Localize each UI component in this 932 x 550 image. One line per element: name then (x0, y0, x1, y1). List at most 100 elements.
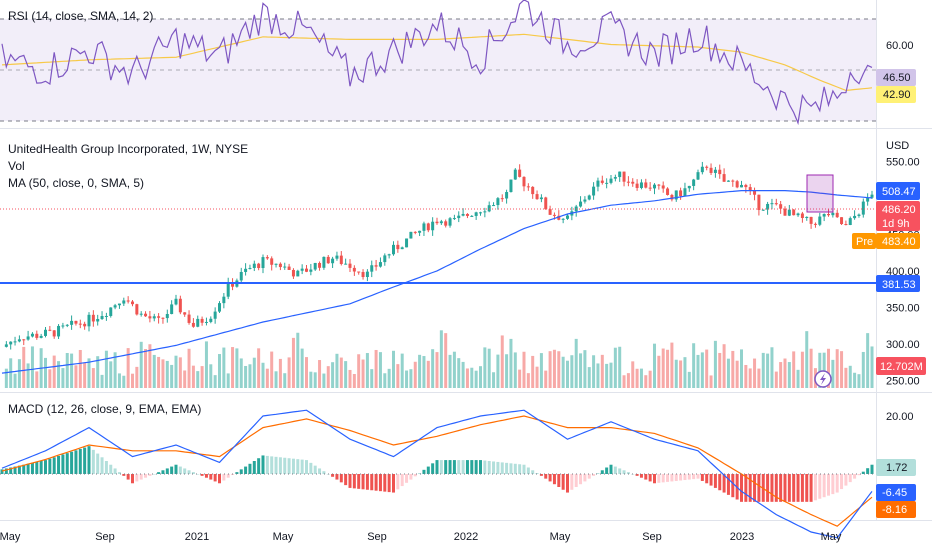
macd-hist-bar (13, 466, 17, 474)
macd-hist-bar (248, 463, 252, 474)
candle (539, 194, 543, 203)
volume-bar (261, 362, 265, 388)
macd-hist-bar (218, 474, 221, 484)
volume-bar (835, 349, 839, 388)
candle (187, 310, 191, 325)
macd-hist-bar (413, 474, 417, 477)
macd-hist-bar (426, 466, 430, 474)
macd-hist-bar (374, 474, 378, 491)
macd-hist-bar (183, 468, 187, 474)
rsi-line (1, 0, 873, 126)
macd-hist-bar (131, 474, 134, 484)
volume-bar (196, 371, 200, 388)
volume-bar (465, 368, 469, 388)
macd-hist-bar (470, 460, 474, 474)
candle (30, 332, 34, 338)
volume-bar (496, 354, 500, 388)
volume-bar (352, 373, 356, 388)
volume-bar (113, 352, 117, 388)
candle (313, 262, 317, 271)
candle (370, 260, 374, 278)
volume-bar (574, 338, 578, 388)
macd-hist-bar (483, 460, 487, 474)
macd-hist-bar (696, 474, 700, 479)
macd-hist-bar (492, 461, 496, 474)
candle (435, 217, 439, 225)
macd-hist-bar (539, 474, 543, 476)
volume-bar (670, 342, 674, 388)
macd-hist-bar (26, 463, 30, 474)
time-tick: Sep (367, 531, 387, 543)
volume-bar (109, 361, 113, 388)
volume-bar (35, 371, 39, 388)
candle (531, 186, 535, 199)
candle (548, 205, 552, 215)
macd-hist-bar (561, 474, 565, 490)
macd-hist-bar (861, 471, 865, 474)
volume-bar (270, 351, 274, 388)
highlight-rectangle[interactable] (806, 174, 834, 213)
volume-bar (392, 350, 395, 388)
volume-bar (252, 357, 256, 388)
macd-hist-bar (383, 474, 387, 492)
candle (526, 183, 530, 191)
macd-hist-bar (52, 457, 56, 474)
macd-hist-bar (822, 474, 826, 498)
volume-bar (409, 369, 413, 388)
macd-hist-bar (587, 474, 591, 479)
candle (365, 269, 369, 282)
volume-bar (613, 347, 617, 388)
macd-hist-bar (505, 462, 509, 474)
macd-hist-bar (596, 473, 600, 474)
macd-hist-bar (857, 474, 861, 476)
volume-bar (635, 368, 639, 388)
candle (479, 211, 482, 216)
macd-hist-bar (622, 470, 626, 474)
svg-text:1.72: 1.72 (886, 462, 907, 474)
macd-hist-bar (104, 461, 108, 474)
volume-bar (374, 349, 378, 388)
macd-hist-bar (213, 474, 217, 482)
candle (605, 178, 609, 189)
volume-bar (853, 372, 857, 388)
volume-bar (687, 371, 691, 388)
candle (383, 253, 387, 266)
candle (474, 211, 478, 220)
candle (144, 311, 148, 317)
candle (483, 207, 487, 218)
candle (83, 321, 87, 330)
volume-bar (157, 356, 161, 388)
candle (335, 251, 339, 261)
volume-bar (818, 352, 822, 388)
macd-hist-bar (287, 458, 291, 474)
volume-bar (661, 348, 665, 388)
candle (505, 189, 509, 204)
volume-bar (809, 348, 813, 388)
macd-hist-bar (626, 472, 630, 474)
macd-hist-bar (135, 474, 139, 482)
candle (579, 196, 583, 208)
volume-bar (587, 367, 591, 388)
candle (744, 183, 748, 193)
hline-price-tag: 381.53 (876, 275, 920, 292)
macd-hist-bar (187, 470, 191, 474)
volume-bar (70, 353, 74, 388)
volume-bar (592, 355, 596, 388)
volume-bar (866, 333, 870, 388)
candle (4, 341, 8, 348)
volume-bar (431, 349, 435, 388)
volume-bar (291, 337, 295, 388)
volume-bar (579, 353, 583, 388)
lightning-icon[interactable] (814, 370, 832, 388)
svg-text:381.53: 381.53 (882, 279, 916, 291)
candle (753, 187, 757, 201)
chart-title: UnitedHealth Group Incorporated, 1W, NYS… (8, 142, 248, 156)
volume-bar (348, 369, 352, 388)
macd-hist-bar (96, 453, 100, 474)
volume-bar (17, 359, 21, 388)
volume-bar (361, 359, 365, 388)
candle (457, 211, 461, 223)
macd-hist-bar (278, 457, 282, 474)
volume-bar (405, 370, 409, 388)
volume-bar (757, 368, 761, 388)
